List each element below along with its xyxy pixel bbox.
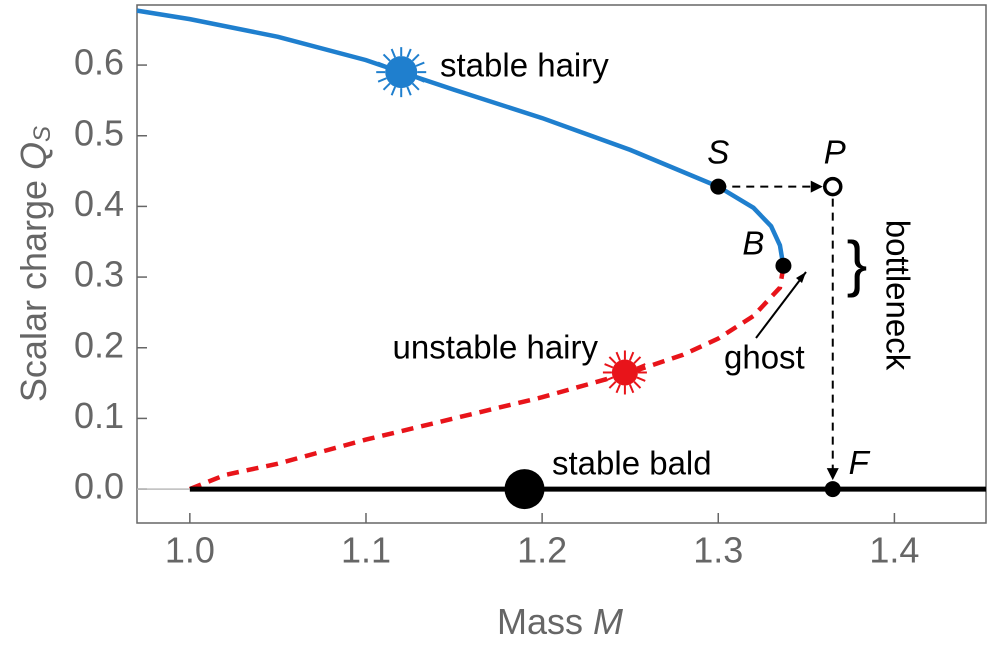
marker-ray: [377, 61, 387, 67]
y-tick-label: 0.5: [74, 112, 124, 153]
marker-ray: [415, 77, 425, 83]
marker-ray: [636, 363, 646, 369]
y-tick-label: 0.6: [74, 42, 124, 83]
marker-ray: [633, 380, 642, 389]
marker-ray: [628, 384, 635, 394]
marker-ray: [415, 61, 425, 67]
ghost-arrowhead: [796, 272, 806, 283]
point-marker: [385, 56, 418, 89]
y-tick-label: 0.3: [74, 254, 124, 295]
x-tick-label: 1.1: [341, 530, 391, 571]
series-line: [189, 266, 786, 492]
series-line: [136, 8, 786, 267]
point-marker: [504, 469, 545, 510]
marker-ray: [382, 82, 391, 91]
point-label: F: [849, 444, 871, 481]
marker-ray: [411, 82, 420, 91]
x-axis-label: Mass M: [497, 601, 623, 642]
annotation: stable hairy: [440, 47, 609, 84]
plot-frame: [136, 4, 987, 524]
arrowhead: [810, 180, 823, 193]
marker-ray: [615, 384, 621, 394]
x-tick-label: 1.2: [517, 530, 567, 571]
marker-ray: [604, 363, 614, 369]
marker-ray: [604, 376, 614, 382]
marker-ray: [406, 48, 412, 58]
point-label: S: [707, 133, 729, 170]
marker-ray: [608, 380, 617, 389]
x-tick-label: 1.0: [165, 530, 215, 571]
marker-ray: [377, 77, 387, 83]
marker-ray: [390, 86, 397, 96]
marker-ray: [615, 351, 621, 361]
marker-ray: [608, 356, 617, 364]
annotation: stable bald: [552, 445, 712, 482]
point-marker: [710, 178, 727, 195]
point-marker: [611, 359, 638, 386]
point-marker: [775, 257, 792, 274]
marker-ray: [390, 48, 397, 58]
ghost-arrow: [755, 271, 807, 339]
annotation: unstable hairy: [393, 329, 599, 366]
y-axis-label: Scalar charge QS: [13, 126, 57, 402]
annotation: ghost: [724, 339, 805, 376]
y-tick-label: 0.1: [74, 395, 124, 436]
point-marker: [823, 176, 843, 197]
brace: }: [847, 229, 868, 298]
y-tick-label: 0.0: [74, 466, 124, 507]
x-tick-label: 1.3: [693, 530, 743, 571]
marker-ray: [628, 351, 635, 361]
arrowhead: [826, 468, 839, 481]
y-tick-label: 0.2: [74, 324, 124, 365]
marker-ray: [382, 53, 391, 62]
annotation: bottleneck: [879, 220, 916, 371]
marker-ray: [411, 53, 420, 62]
marker-ray: [636, 376, 646, 382]
x-tick-label: 1.4: [869, 530, 919, 571]
y-tick-label: 0.4: [74, 183, 124, 224]
point-marker: [824, 481, 841, 498]
point-label: B: [742, 224, 764, 261]
marker-ray: [633, 356, 642, 364]
point-label: P: [824, 133, 846, 170]
marker-ray: [406, 86, 412, 96]
